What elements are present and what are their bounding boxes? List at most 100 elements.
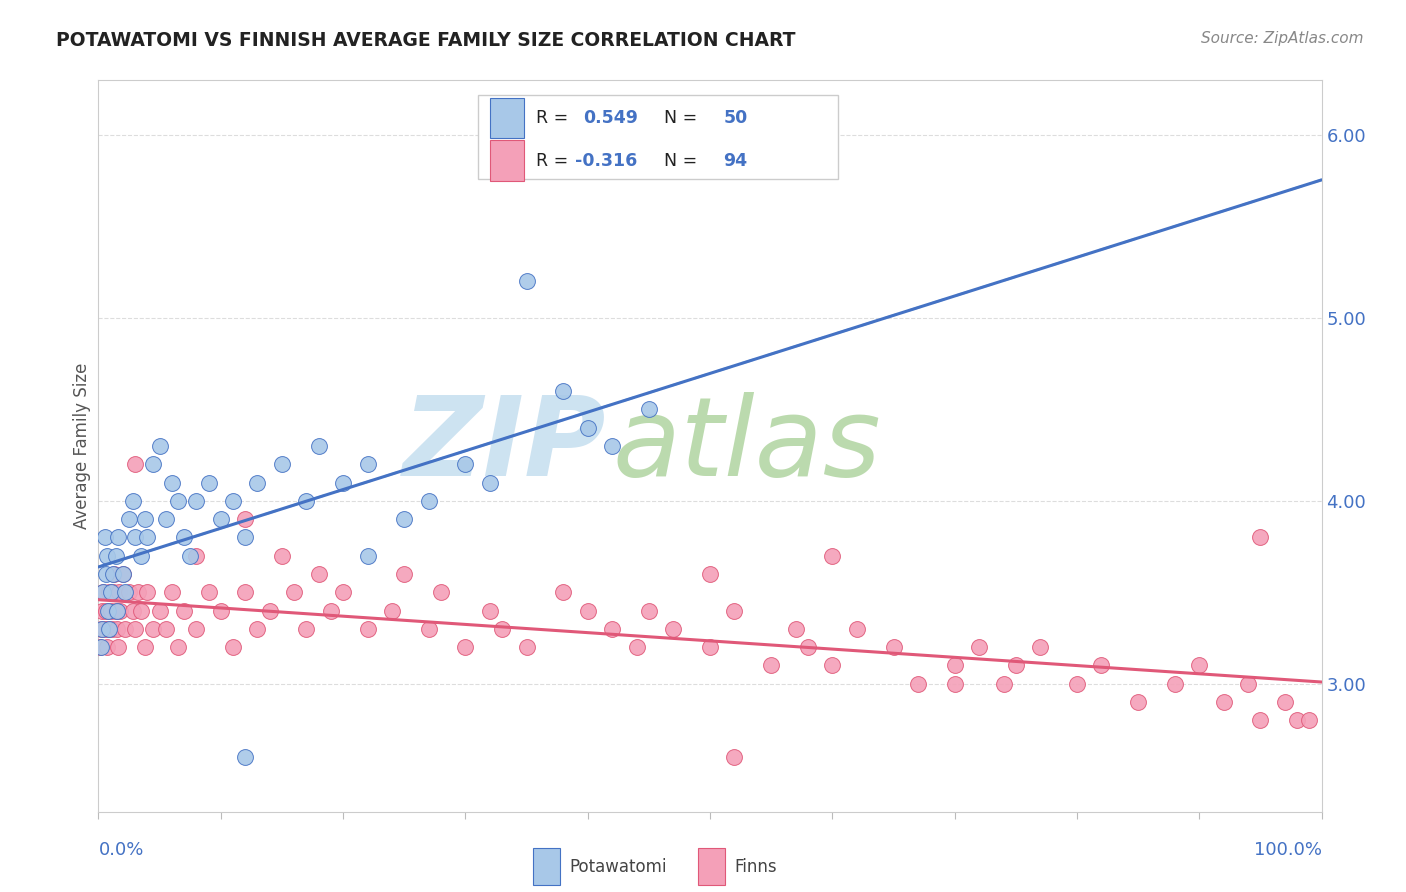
Point [160, 585, 183, 599]
Point [821, 658, 844, 673]
Point [515, 640, 537, 655]
Point [1029, 640, 1052, 655]
Point [553, 384, 575, 399]
Point [173, 530, 195, 544]
Point [114, 622, 136, 636]
Point [638, 603, 661, 617]
Point [107, 530, 129, 544]
Point [104, 603, 127, 617]
Point [1237, 676, 1260, 690]
Point [136, 530, 159, 544]
Point [167, 640, 190, 655]
Point [1090, 658, 1112, 673]
Point [111, 567, 134, 582]
Text: atlas: atlas [612, 392, 880, 500]
Y-axis label: Average Family Size: Average Family Size [73, 363, 91, 529]
Text: N =: N = [652, 109, 702, 127]
Point [723, 603, 745, 617]
FancyBboxPatch shape [489, 97, 524, 137]
Point [454, 457, 477, 471]
Point [1286, 714, 1309, 728]
Point [160, 475, 183, 490]
Point [270, 549, 294, 563]
Point [96, 549, 118, 563]
Text: Potawatomi: Potawatomi [569, 857, 666, 876]
Point [308, 439, 330, 453]
Point [576, 603, 599, 617]
Point [118, 512, 141, 526]
Point [93, 530, 115, 544]
Point [1188, 658, 1211, 673]
Point [114, 585, 136, 599]
Point [136, 585, 159, 599]
Point [93, 622, 115, 636]
Point [295, 493, 318, 508]
Point [111, 567, 134, 582]
Text: ZIP: ZIP [402, 392, 606, 500]
Point [142, 457, 165, 471]
Point [121, 493, 143, 508]
Text: 0.549: 0.549 [583, 109, 638, 127]
Text: Finns: Finns [734, 857, 778, 876]
Point [121, 603, 143, 617]
Point [356, 549, 378, 563]
Point [430, 585, 453, 599]
Point [105, 622, 128, 636]
Text: POTAWATOMI VS FINNISH AVERAGE FAMILY SIZE CORRELATION CHART: POTAWATOMI VS FINNISH AVERAGE FAMILY SIZ… [56, 31, 796, 50]
Point [699, 567, 721, 582]
Point [105, 603, 128, 617]
Point [1298, 714, 1320, 728]
Point [100, 603, 122, 617]
Point [186, 493, 208, 508]
Point [515, 274, 537, 288]
Point [967, 640, 990, 655]
FancyBboxPatch shape [533, 848, 560, 885]
Point [1164, 676, 1187, 690]
Text: 94: 94 [724, 152, 748, 169]
Point [149, 439, 172, 453]
Point [332, 585, 354, 599]
Text: -0.316: -0.316 [575, 152, 638, 169]
Point [233, 749, 256, 764]
Point [392, 512, 416, 526]
Point [246, 622, 269, 636]
Point [94, 567, 117, 582]
Point [662, 622, 685, 636]
Point [96, 640, 118, 655]
Text: 0.0%: 0.0% [98, 841, 143, 859]
Point [186, 549, 208, 563]
Point [356, 457, 378, 471]
Point [478, 603, 501, 617]
Point [129, 603, 152, 617]
Point [97, 622, 120, 636]
Point [124, 457, 146, 471]
Point [600, 439, 623, 453]
Point [418, 493, 440, 508]
Point [785, 622, 807, 636]
Point [491, 622, 513, 636]
Point [179, 549, 201, 563]
Point [197, 475, 219, 490]
Point [94, 603, 117, 617]
Point [107, 640, 129, 655]
Point [381, 603, 404, 617]
FancyBboxPatch shape [489, 140, 524, 181]
Point [108, 585, 131, 599]
Point [454, 640, 477, 655]
Point [1274, 695, 1296, 709]
Point [167, 493, 190, 508]
Point [1212, 695, 1234, 709]
Point [91, 622, 114, 636]
Point [89, 640, 111, 655]
Point [101, 585, 124, 599]
Point [308, 567, 330, 582]
Point [104, 549, 127, 563]
Point [103, 567, 125, 582]
Point [845, 622, 868, 636]
Point [821, 549, 844, 563]
FancyBboxPatch shape [697, 848, 724, 885]
Point [127, 585, 149, 599]
Point [295, 622, 318, 636]
Point [418, 622, 440, 636]
Point [97, 603, 120, 617]
